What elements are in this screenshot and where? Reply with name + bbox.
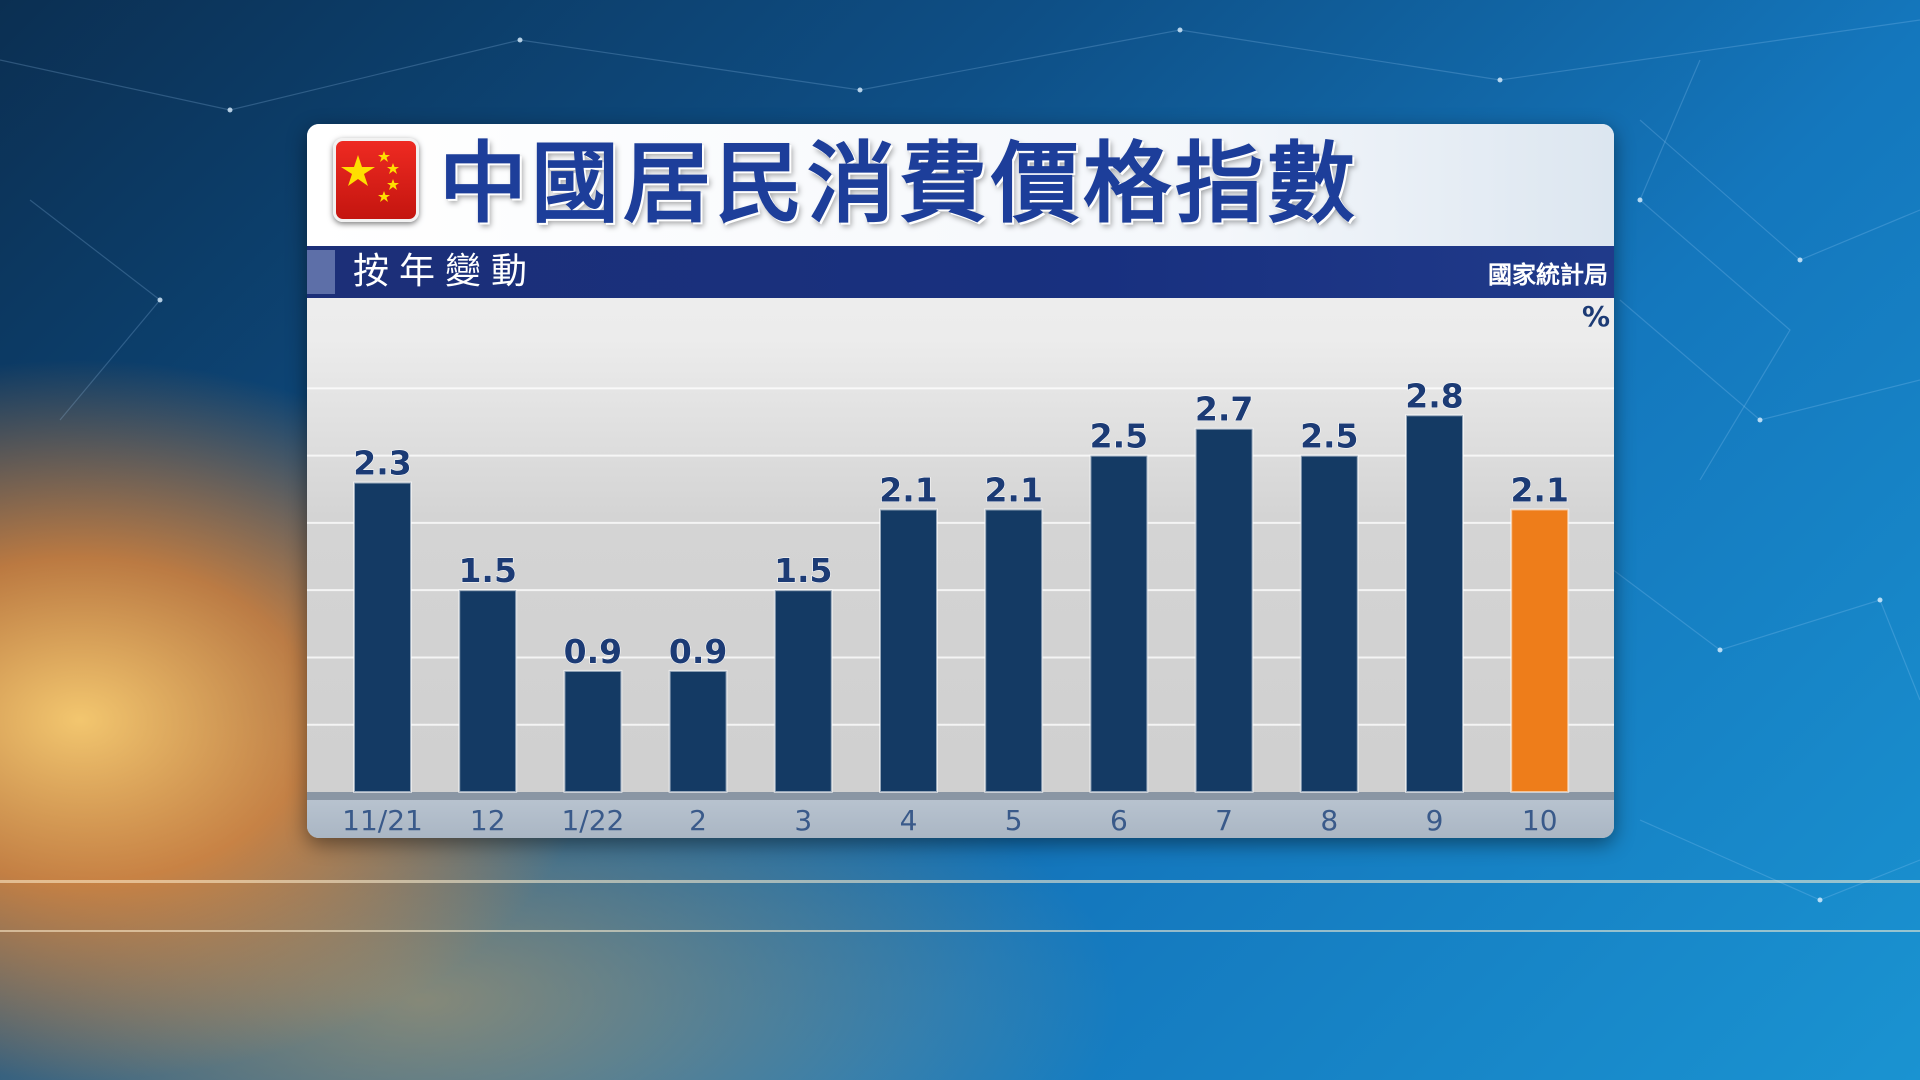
x-tick-label: 6 [1110,804,1128,837]
bar [1089,454,1149,794]
bar-value-label: 2.8 [1405,376,1463,415]
bar [1299,454,1359,794]
x-tick-label: 2 [689,804,707,837]
x-tick-label: 11/21 [342,804,423,837]
bar-value-label: 1.5 [458,551,516,590]
bar-value-label: 2.1 [879,470,937,509]
subtitle: 按年變動 [353,251,538,292]
bar-value-label: 0.9 [564,632,622,671]
chart-panel: 中國居民消費價格指數 按年變動 國家統計局 % 2.3 11/21 1.5 12 0.9… [307,124,1614,838]
title-bar: 中國居民消費價格指數 [307,124,1614,246]
bar-highlight [1510,508,1570,793]
china-flag-icon [333,138,419,222]
page-title: 中國居民消費價格指數 [439,132,1360,235]
x-tick-label: 4 [900,804,918,837]
x-tick-label: 10 [1522,804,1558,837]
bar-value-label: 2.5 [1300,417,1358,456]
bar-value-label: 0.9 [669,632,727,671]
x-tick-label: 8 [1320,804,1338,837]
bar [353,481,412,794]
x-axis-baseline [307,792,1614,800]
bar [563,669,623,793]
subtitle-marker [307,250,335,294]
bar-value-label: 2.5 [1090,417,1148,456]
x-tick-label: 7 [1215,804,1233,837]
bar [1194,427,1254,794]
bar-value-label: 2.7 [1195,390,1253,429]
subtitle-bar: 按年變動 國家統計局 [307,246,1614,298]
bar-value-label: 2.1 [984,470,1042,509]
x-tick-label: 12 [470,804,506,837]
bar [458,589,518,793]
bar-value-label: 2.3 [353,444,411,483]
bar [879,508,938,793]
x-tick-label: 3 [794,804,812,837]
source-label: 國家統計局 [1488,261,1608,289]
x-tick-label: 5 [1005,804,1023,837]
x-axis-strip [307,796,1614,838]
x-tick-label: 1/22 [561,804,624,837]
bar-chart: 2.3 11/21 1.5 12 0.9 1/22 0.9 2 1.5 3 2.1 4 2.1 5 2.5 6… [307,376,1614,837]
bar [668,669,728,793]
bar-value-label: 1.5 [774,551,832,590]
bar [773,589,833,793]
x-tick-label: 9 [1426,804,1444,837]
bar-value-label: 2.1 [1510,470,1568,509]
bar [1405,414,1464,793]
bar [984,508,1044,793]
unit-label: % [1581,300,1610,333]
